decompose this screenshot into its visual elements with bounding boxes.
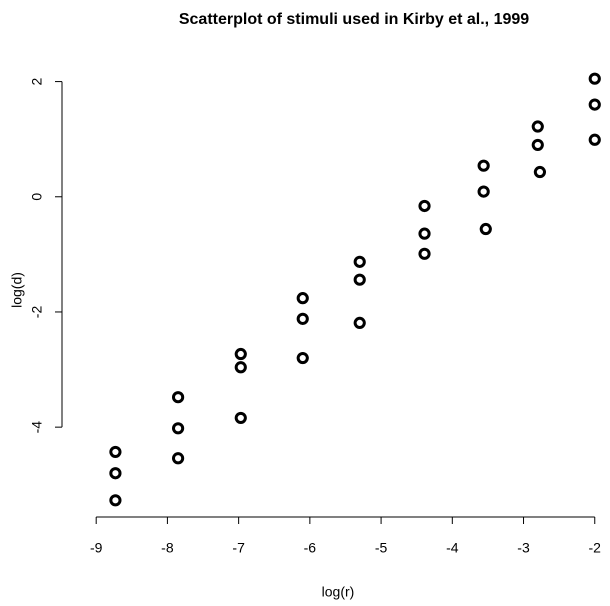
point: [234, 361, 247, 374]
x-axis-label: log(r): [322, 584, 355, 600]
x-tick-label: -6: [304, 540, 317, 556]
x-tick-label: -4: [446, 540, 459, 556]
point: [533, 165, 547, 179]
point: [479, 222, 492, 236]
point: [477, 159, 490, 172]
point: [109, 445, 122, 459]
point: [418, 227, 431, 240]
point: [418, 247, 431, 260]
point: [296, 351, 309, 365]
x-tick-label: -9: [90, 540, 103, 556]
point: [353, 273, 366, 286]
point: [171, 391, 185, 404]
point: [353, 255, 366, 268]
chart-title: Scatterplot of stimuli used in Kirby et …: [179, 11, 529, 28]
y-axis-label: log(d): [9, 272, 25, 308]
point: [353, 316, 366, 330]
point: [171, 422, 185, 435]
point: [234, 411, 247, 425]
point: [588, 72, 601, 85]
point: [588, 133, 601, 146]
y-tick-label: 2: [29, 77, 45, 85]
point: [296, 312, 309, 325]
x-tick-label: -5: [375, 540, 388, 556]
point: [588, 98, 601, 111]
point: [531, 120, 544, 133]
y-tick-label: -2: [29, 306, 45, 319]
point: [234, 347, 247, 361]
point: [109, 467, 122, 480]
y-tick-label: -4: [29, 421, 45, 434]
point: [109, 494, 122, 507]
y-tick-label: 0: [29, 193, 45, 201]
point: [418, 199, 431, 213]
x-tick-label: -7: [232, 540, 245, 556]
x-tick-label: -2: [589, 540, 602, 556]
point: [531, 138, 544, 152]
point: [477, 185, 490, 198]
x-tick-label: -3: [517, 540, 530, 556]
point: [296, 292, 309, 305]
x-tick-label: -8: [161, 540, 174, 556]
point: [171, 452, 185, 465]
